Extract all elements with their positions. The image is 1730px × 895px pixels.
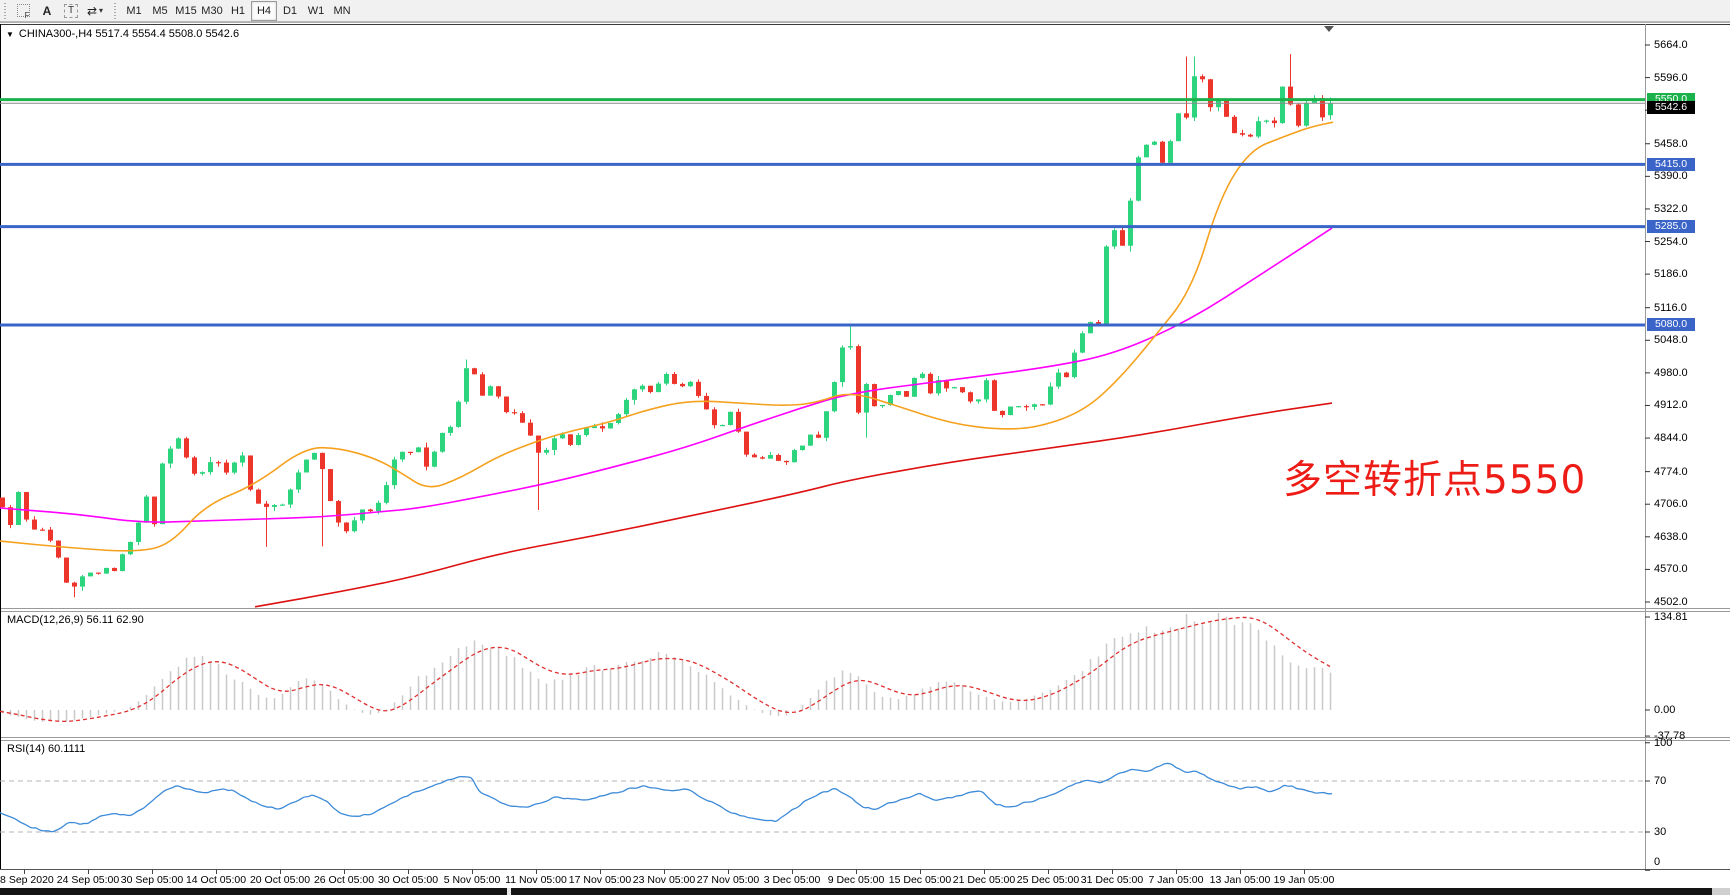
price-tick-label: 5596.0 (1654, 71, 1688, 84)
price-tick-label: 5390.0 (1654, 170, 1688, 183)
rsi-tick-label: 70 (1654, 775, 1667, 787)
time-axis-label: 5 Nov 05:00 (443, 874, 501, 886)
time-axis-label: 13 Jan 05:00 (1209, 874, 1271, 886)
tf-button-M5[interactable]: M5 (152, 4, 168, 17)
time-axis-label: 26 Oct 05:00 (313, 874, 375, 886)
tf-button-M15[interactable]: M15 (175, 4, 197, 17)
rsi-line-layer (0, 762, 1333, 833)
arrows-objects-icon[interactable]: ⇄ ▾ (86, 3, 104, 18)
tf-button-MN[interactable]: MN (333, 4, 351, 17)
price-tick-label: 4980.0 (1654, 366, 1688, 379)
macd-tick-label: -37.78 (1654, 730, 1686, 743)
time-axis-label: 17 Nov 05:00 (568, 874, 632, 886)
horizontal-level-lines[interactable] (0, 98, 1645, 327)
tf-button-M1[interactable]: M1 (126, 4, 142, 17)
toolbar-drag-handle[interactable] (3, 2, 8, 19)
price-tick-label: 5048.0 (1654, 334, 1688, 347)
time-axis-label: 30 Sep 05:00 (120, 874, 184, 886)
text-label-tool-icon[interactable]: A (42, 3, 52, 18)
tf-button-M30[interactable]: M30 (201, 4, 223, 17)
macd-layer (0, 613, 1332, 722)
taskbar-strip (0, 888, 1730, 895)
symbol-dropdown-icon[interactable]: ▼ (6, 29, 14, 39)
price-tick-label: 4570.0 (1654, 563, 1688, 576)
macd-tick-label: 134.81 (1654, 611, 1688, 623)
timeframe-toolbar-drag-handle[interactable] (113, 2, 118, 19)
time-axis-label: 21 Dec 05:00 (952, 874, 1016, 886)
level-price-chip: 5080.0 (1647, 318, 1695, 332)
rsi-indicator-label: RSI(14) 60.1111 (7, 743, 86, 755)
tf-button-D1[interactable]: D1 (282, 4, 298, 17)
time-axis-label: 27 Nov 05:00 (696, 874, 760, 886)
price-tick-label: 4638.0 (1654, 530, 1688, 543)
time-axis-label: 19 Jan 05:00 (1273, 874, 1335, 886)
price-tick-label: 5322.0 (1654, 202, 1688, 215)
time-axis-label: 18 Sep 2020 (0, 874, 54, 886)
panel-borders (0, 22, 1730, 870)
price-tick-label: 5116.0 (1654, 301, 1687, 314)
tf-button-H4[interactable]: H4 (251, 0, 277, 21)
price-tick-label: 4502.0 (1654, 596, 1688, 608)
macd-tick-label: 0.00 (1654, 704, 1676, 716)
rsi-level-lines (0, 780, 1645, 833)
chart-text-annotation[interactable]: 多空转折点5550 (1283, 458, 1587, 503)
text-box-tool-icon[interactable]: T (60, 1, 82, 21)
tf-button-H1[interactable]: H1 (230, 4, 246, 17)
candles-layer (0, 54, 1333, 598)
price-tick-label: 5186.0 (1654, 268, 1688, 281)
current-price-chip: 5542.6 (1647, 100, 1695, 114)
time-axis-label: 3 Dec 05:00 (763, 874, 821, 886)
time-axis-label: 31 Dec 05:00 (1080, 874, 1144, 886)
macd-indicator-label: MACD(12,26,9) 56.11 62.90 (7, 614, 144, 626)
chart-grid-tool-icon[interactable]: F (12, 1, 34, 21)
chart-shift-marker-icon[interactable] (1324, 26, 1334, 32)
time-axis-label: 11 Nov 05:00 (505, 874, 567, 886)
toolbar: F A T ⇄ ▾ M1 M5 M15 M30 H1 H4 D1 W1 MN (0, 0, 1730, 22)
price-tick-label: 4844.0 (1654, 432, 1688, 445)
time-axis-label: 9 Dec 05:00 (827, 874, 885, 886)
moving-averages-layer (0, 121, 1334, 608)
time-axis-label: 20 Oct 05:00 (249, 874, 311, 886)
price-tick-label: 5254.0 (1654, 235, 1688, 248)
level-price-chip: 5415.0 (1647, 157, 1695, 171)
price-tick-label: 4774.0 (1654, 465, 1688, 478)
time-axis-label: 7 Jan 05:00 (1148, 874, 1204, 886)
time-axis-label: 15 Dec 05:00 (888, 874, 952, 886)
axis-ticks (24, 44, 1650, 874)
price-tick-label: 4706.0 (1654, 498, 1688, 511)
rsi-tick-label: 100 (1654, 736, 1673, 749)
price-tick-label: 5458.0 (1654, 137, 1688, 150)
time-axis-label: 24 Sep 05:00 (56, 874, 120, 886)
tf-button-W1[interactable]: W1 (307, 4, 325, 17)
rsi-tick-label: 0 (1654, 856, 1661, 868)
time-axis-label: 14 Oct 05:00 (185, 874, 247, 886)
time-axis-label: 23 Nov 05:00 (632, 874, 696, 886)
time-axis-label: 30 Oct 05:00 (377, 874, 439, 886)
symbol-ohlc-text: CHINA300-,H4 5517.4 5554.4 5508.0 5542.6 (18, 28, 240, 40)
time-axis-label: 25 Dec 05:00 (1016, 874, 1080, 886)
rsi-tick-label: 30 (1654, 826, 1667, 838)
level-price-chip: 5285.0 (1647, 220, 1695, 234)
price-tick-label: 4912.0 (1654, 399, 1688, 412)
price-tick-label: 5664.0 (1654, 39, 1688, 51)
chart-symbol-title[interactable]: ▼ CHINA300-,H4 5517.4 5554.4 5508.0 5542… (6, 28, 239, 40)
